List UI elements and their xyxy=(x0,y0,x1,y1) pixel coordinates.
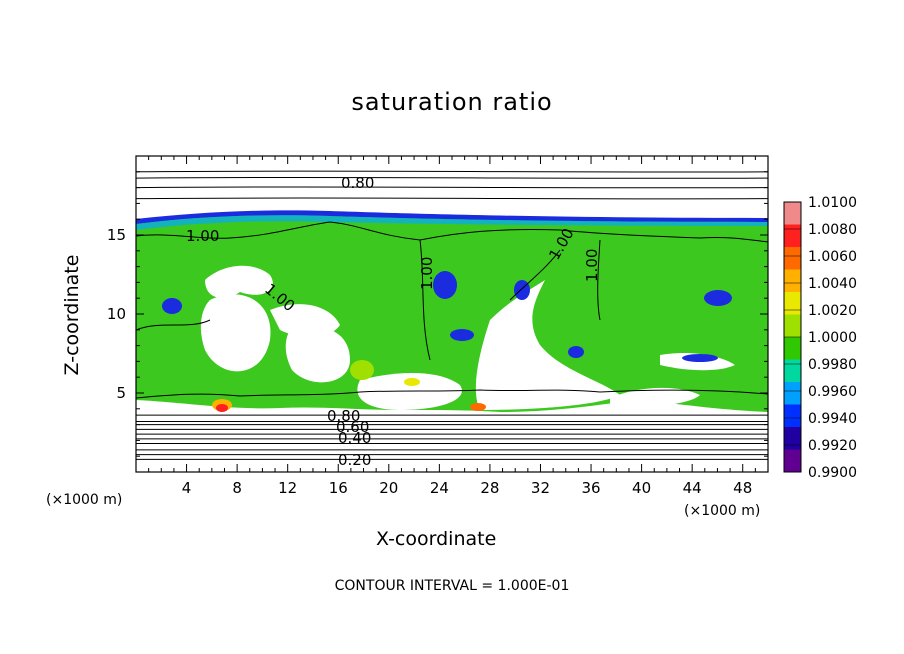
colorbar-swatch xyxy=(784,292,801,315)
contour-line-lower xyxy=(135,438,769,440)
field-patch-2 xyxy=(433,271,457,299)
colorbar-label: 1.0100 xyxy=(808,195,857,211)
colorbar-swatch xyxy=(784,427,801,450)
field-pocket-2 xyxy=(200,294,271,372)
x-tick-label: 16 xyxy=(329,479,348,497)
colorbar-label: 1.0040 xyxy=(808,276,857,292)
x-tick-label: 8 xyxy=(232,479,242,497)
colorbar: 1.0100 1.0080 1.0060 1.0040 1.0020 1.0000 0.99… xyxy=(783,195,857,481)
x-tick-label: 12 xyxy=(278,479,297,497)
x-tick-label: 20 xyxy=(379,479,398,497)
contour-label-bottom-1: 0.80 xyxy=(327,407,360,425)
contour-label-bottom-3: 0.40 xyxy=(338,429,371,447)
contour-line-lower xyxy=(135,414,769,416)
field-hotspot-4 xyxy=(350,360,374,380)
colorbar-label: 0.9980 xyxy=(808,357,857,373)
x-axis-label: X-coordinate xyxy=(376,528,497,550)
contour-line-1.00-mid xyxy=(136,239,601,361)
field-region-top-cyan xyxy=(136,215,768,230)
x-tick-label: 24 xyxy=(430,479,449,497)
field-patch-4 xyxy=(450,329,474,341)
field-pocket-5 xyxy=(475,280,620,410)
contour-line-lower xyxy=(135,433,769,435)
field-pocket-7 xyxy=(610,387,700,407)
colorbar-label: 0.9920 xyxy=(808,438,857,454)
saturation-field xyxy=(136,156,768,472)
colorbar-swatch xyxy=(784,404,801,428)
field-patch-5 xyxy=(568,346,584,358)
x-unit-label-right: (×1000 m) xyxy=(684,503,761,519)
chart-title: saturation ratio xyxy=(351,88,553,116)
field-pocket-4 xyxy=(285,326,350,383)
field-patch-7 xyxy=(682,354,718,362)
contour-lines xyxy=(135,170,769,461)
colorbar-swatch xyxy=(784,449,801,473)
contour-line-lower xyxy=(135,449,769,451)
colorbar-swatch xyxy=(784,224,801,248)
contour-line-1.00-bottom xyxy=(136,389,768,399)
colorbar-swatch xyxy=(784,247,801,270)
colorbar-label: 0.9900 xyxy=(808,465,857,481)
contour-line-upper xyxy=(135,197,769,200)
contour-label-1.00-c: 1.00 xyxy=(418,257,436,290)
contour-line-1.00-top xyxy=(136,221,768,243)
field-hotspot-1b xyxy=(216,404,228,412)
x-tick-label: 28 xyxy=(480,479,499,497)
field-region-top-band xyxy=(136,210,768,224)
contour-label-top: 0.80 xyxy=(341,174,374,192)
field-patch-1 xyxy=(162,298,182,314)
contour-interval-note: CONTOUR INTERVAL = 1.000E-01 xyxy=(334,578,570,594)
y-tick-label: 15 xyxy=(107,226,126,244)
colorbar-label: 1.0000 xyxy=(808,330,857,346)
colorbar-swatch xyxy=(784,382,801,405)
colorbar-swatch xyxy=(784,202,801,225)
field-hotspot-3 xyxy=(470,403,486,411)
x-unit-label-left: (×1000 m) xyxy=(46,492,123,508)
colorbar-label: 0.9960 xyxy=(808,384,857,400)
contour-label-bottom-2: 0.60 xyxy=(336,418,369,436)
x-tick-label: 32 xyxy=(531,479,550,497)
colorbar-swatch xyxy=(784,337,801,360)
colorbar-swatch xyxy=(784,269,801,293)
x-tick-label: 40 xyxy=(632,479,651,497)
field-hotspot-2 xyxy=(404,378,420,386)
contour-line-lower xyxy=(135,423,769,426)
field-pocket-1 xyxy=(205,265,273,298)
x-tick-label: 36 xyxy=(581,479,600,497)
contour-line-lower xyxy=(135,453,769,456)
contour-line-upper xyxy=(135,170,769,173)
colorbar-swatch xyxy=(784,359,801,383)
colorbar-swatch xyxy=(784,314,801,338)
colorbar-label: 1.0020 xyxy=(808,303,857,319)
x-tick-label: 48 xyxy=(733,479,752,497)
contour-line-lower xyxy=(135,458,769,461)
contour-line-lower xyxy=(135,442,769,445)
contour-line-upper xyxy=(135,176,769,179)
contour-line-lower xyxy=(135,420,769,423)
contour-line-lower xyxy=(135,428,769,431)
y-tick-label: 10 xyxy=(107,305,126,323)
contour-label-bottom-4: 0.20 xyxy=(338,451,371,469)
contour-label-1.00-a: 1.00 xyxy=(186,227,219,245)
y-axis: 5 10 15 xyxy=(107,171,768,457)
x-axis: 4 8 12 16 20 24 28 32 36 40 44 48 xyxy=(148,156,756,497)
x-tick-label: 44 xyxy=(683,479,702,497)
colorbar-label: 0.9940 xyxy=(808,411,857,427)
field-patch-6 xyxy=(704,290,732,306)
contour-line-upper xyxy=(135,186,769,189)
colorbar-label: 1.0080 xyxy=(808,222,857,238)
x-tick-label: 4 xyxy=(182,479,192,497)
contour-label-1.00-e: 1.00 xyxy=(583,249,601,282)
colorbar-label: 1.0060 xyxy=(808,249,857,265)
y-tick-label: 5 xyxy=(116,384,126,402)
